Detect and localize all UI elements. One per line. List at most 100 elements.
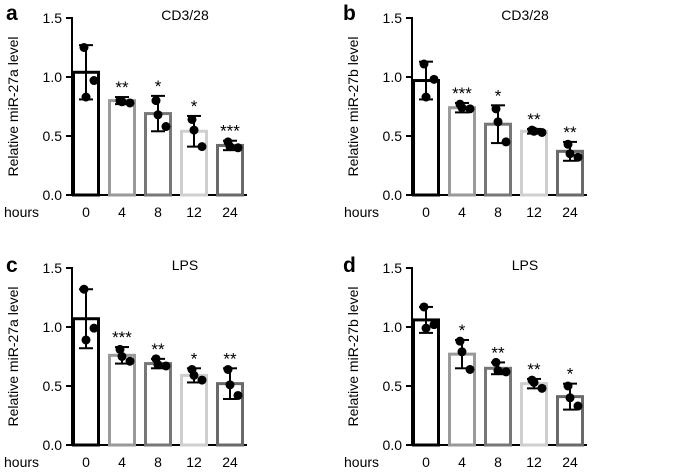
x-tick-label-24: 24 [222, 204, 238, 220]
chart-title: LPS [172, 257, 198, 273]
data-point-24 [233, 143, 243, 153]
data-point-24 [573, 401, 583, 411]
x-tick-label-0: 0 [422, 204, 430, 220]
y-tick-label: 0.5 [43, 128, 63, 144]
x-tick-label-8: 8 [494, 204, 502, 220]
bar-12 [180, 373, 208, 447]
data-point-8 [501, 367, 511, 377]
x-tick-label-24: 24 [562, 454, 578, 470]
y-tick-label: 1.5 [383, 10, 403, 26]
significance-4: ** [115, 78, 129, 97]
y-tick-label: 0.5 [43, 378, 63, 394]
data-point-12 [189, 370, 199, 380]
data-point-8 [491, 357, 501, 367]
x-tick-label-4: 4 [118, 204, 126, 220]
y-tick-label: 0.0 [383, 187, 403, 203]
data-point-0 [79, 43, 89, 52]
x-tick-label-12: 12 [186, 454, 202, 470]
data-point-24 [225, 380, 235, 390]
y-axis-label: Relative miR-27a level [5, 36, 21, 176]
x-tick-label-0: 0 [82, 204, 90, 220]
y-tick-label: 1.5 [43, 10, 63, 26]
x-tick-label-0: 0 [82, 454, 90, 470]
y-tick-label: 1.0 [43, 69, 63, 85]
data-point-12 [529, 126, 539, 136]
data-point-0 [81, 335, 91, 345]
data-point-12 [189, 125, 199, 135]
y-tick-label: 0.0 [383, 437, 403, 453]
x-tick-label-8: 8 [154, 204, 162, 220]
data-point-8 [491, 104, 501, 114]
x-tick-label-12: 12 [186, 204, 202, 220]
significance-4: *** [452, 84, 472, 103]
panel-letter: b [343, 2, 356, 25]
y-axis-label: Relative miR-27b level [345, 36, 361, 176]
significance-24: ** [563, 123, 577, 142]
bar-0 [412, 318, 440, 447]
data-point-24 [565, 149, 575, 159]
chart-panel-d: d LPS Relative miR-27b level 0.0 0.5 1.0 1.5 ho… [343, 254, 587, 470]
chart-title: LPS [512, 257, 538, 273]
bar-12 [520, 382, 548, 447]
significance-24: * [567, 365, 574, 384]
bar-4 [108, 99, 136, 197]
data-point-24 [223, 364, 233, 374]
data-point-4 [455, 336, 465, 346]
data-point-8 [493, 366, 503, 376]
data-point-12 [529, 377, 539, 387]
significance-12: ** [527, 360, 541, 379]
significance-12: ** [527, 110, 541, 129]
data-point-0 [89, 76, 99, 86]
data-point-0 [419, 59, 429, 69]
data-point-0 [419, 302, 429, 312]
data-point-24 [225, 142, 235, 152]
data-point-0 [421, 323, 431, 333]
data-point-4 [465, 364, 475, 374]
bar-24 [216, 143, 244, 197]
y-tick-label: 1.0 [43, 319, 63, 335]
bar-8 [144, 362, 172, 447]
x-tick-label-8: 8 [154, 454, 162, 470]
data-point-24 [563, 139, 573, 149]
x-tick-label-4: 4 [118, 454, 126, 470]
data-point-12 [537, 383, 547, 393]
y-tick-label: 1.0 [383, 69, 403, 85]
x-tick-label-12: 12 [526, 204, 542, 220]
significance-24: ** [223, 349, 237, 368]
data-point-4 [125, 98, 135, 108]
data-point-8 [161, 122, 171, 132]
x-prefix-hours: hours [4, 454, 39, 470]
significance-8: * [155, 77, 162, 96]
data-point-24 [233, 390, 243, 400]
data-point-24 [565, 393, 575, 403]
data-point-8 [151, 96, 161, 106]
y-axis-label: Relative miR-27b level [345, 286, 361, 426]
x-tick-label-0: 0 [422, 454, 430, 470]
significance-24: *** [220, 122, 240, 141]
bar-8 [484, 366, 512, 447]
bar-4 [108, 353, 136, 447]
data-point-4 [457, 347, 467, 357]
data-point-24 [563, 381, 573, 391]
y-tick-label: 1.5 [383, 260, 403, 276]
y-tick-label: 1.5 [43, 260, 63, 276]
data-point-8 [501, 137, 511, 147]
data-point-8 [161, 361, 171, 371]
y-tick-label: 0.5 [383, 128, 403, 144]
data-point-4 [125, 356, 135, 366]
data-point-0 [429, 74, 439, 84]
y-tick-label: 0.0 [43, 187, 63, 203]
data-point-4 [457, 103, 467, 113]
data-point-8 [153, 360, 163, 370]
x-tick-label-4: 4 [458, 454, 466, 470]
data-point-12 [197, 375, 207, 385]
y-tick-label: 0.5 [383, 378, 403, 394]
significance-8: * [495, 86, 502, 105]
x-prefix-hours: hours [344, 204, 379, 220]
data-point-12 [537, 127, 547, 137]
data-point-8 [153, 110, 163, 120]
data-point-0 [89, 323, 99, 333]
significance-12: * [191, 97, 198, 116]
significance-4: * [459, 321, 466, 340]
